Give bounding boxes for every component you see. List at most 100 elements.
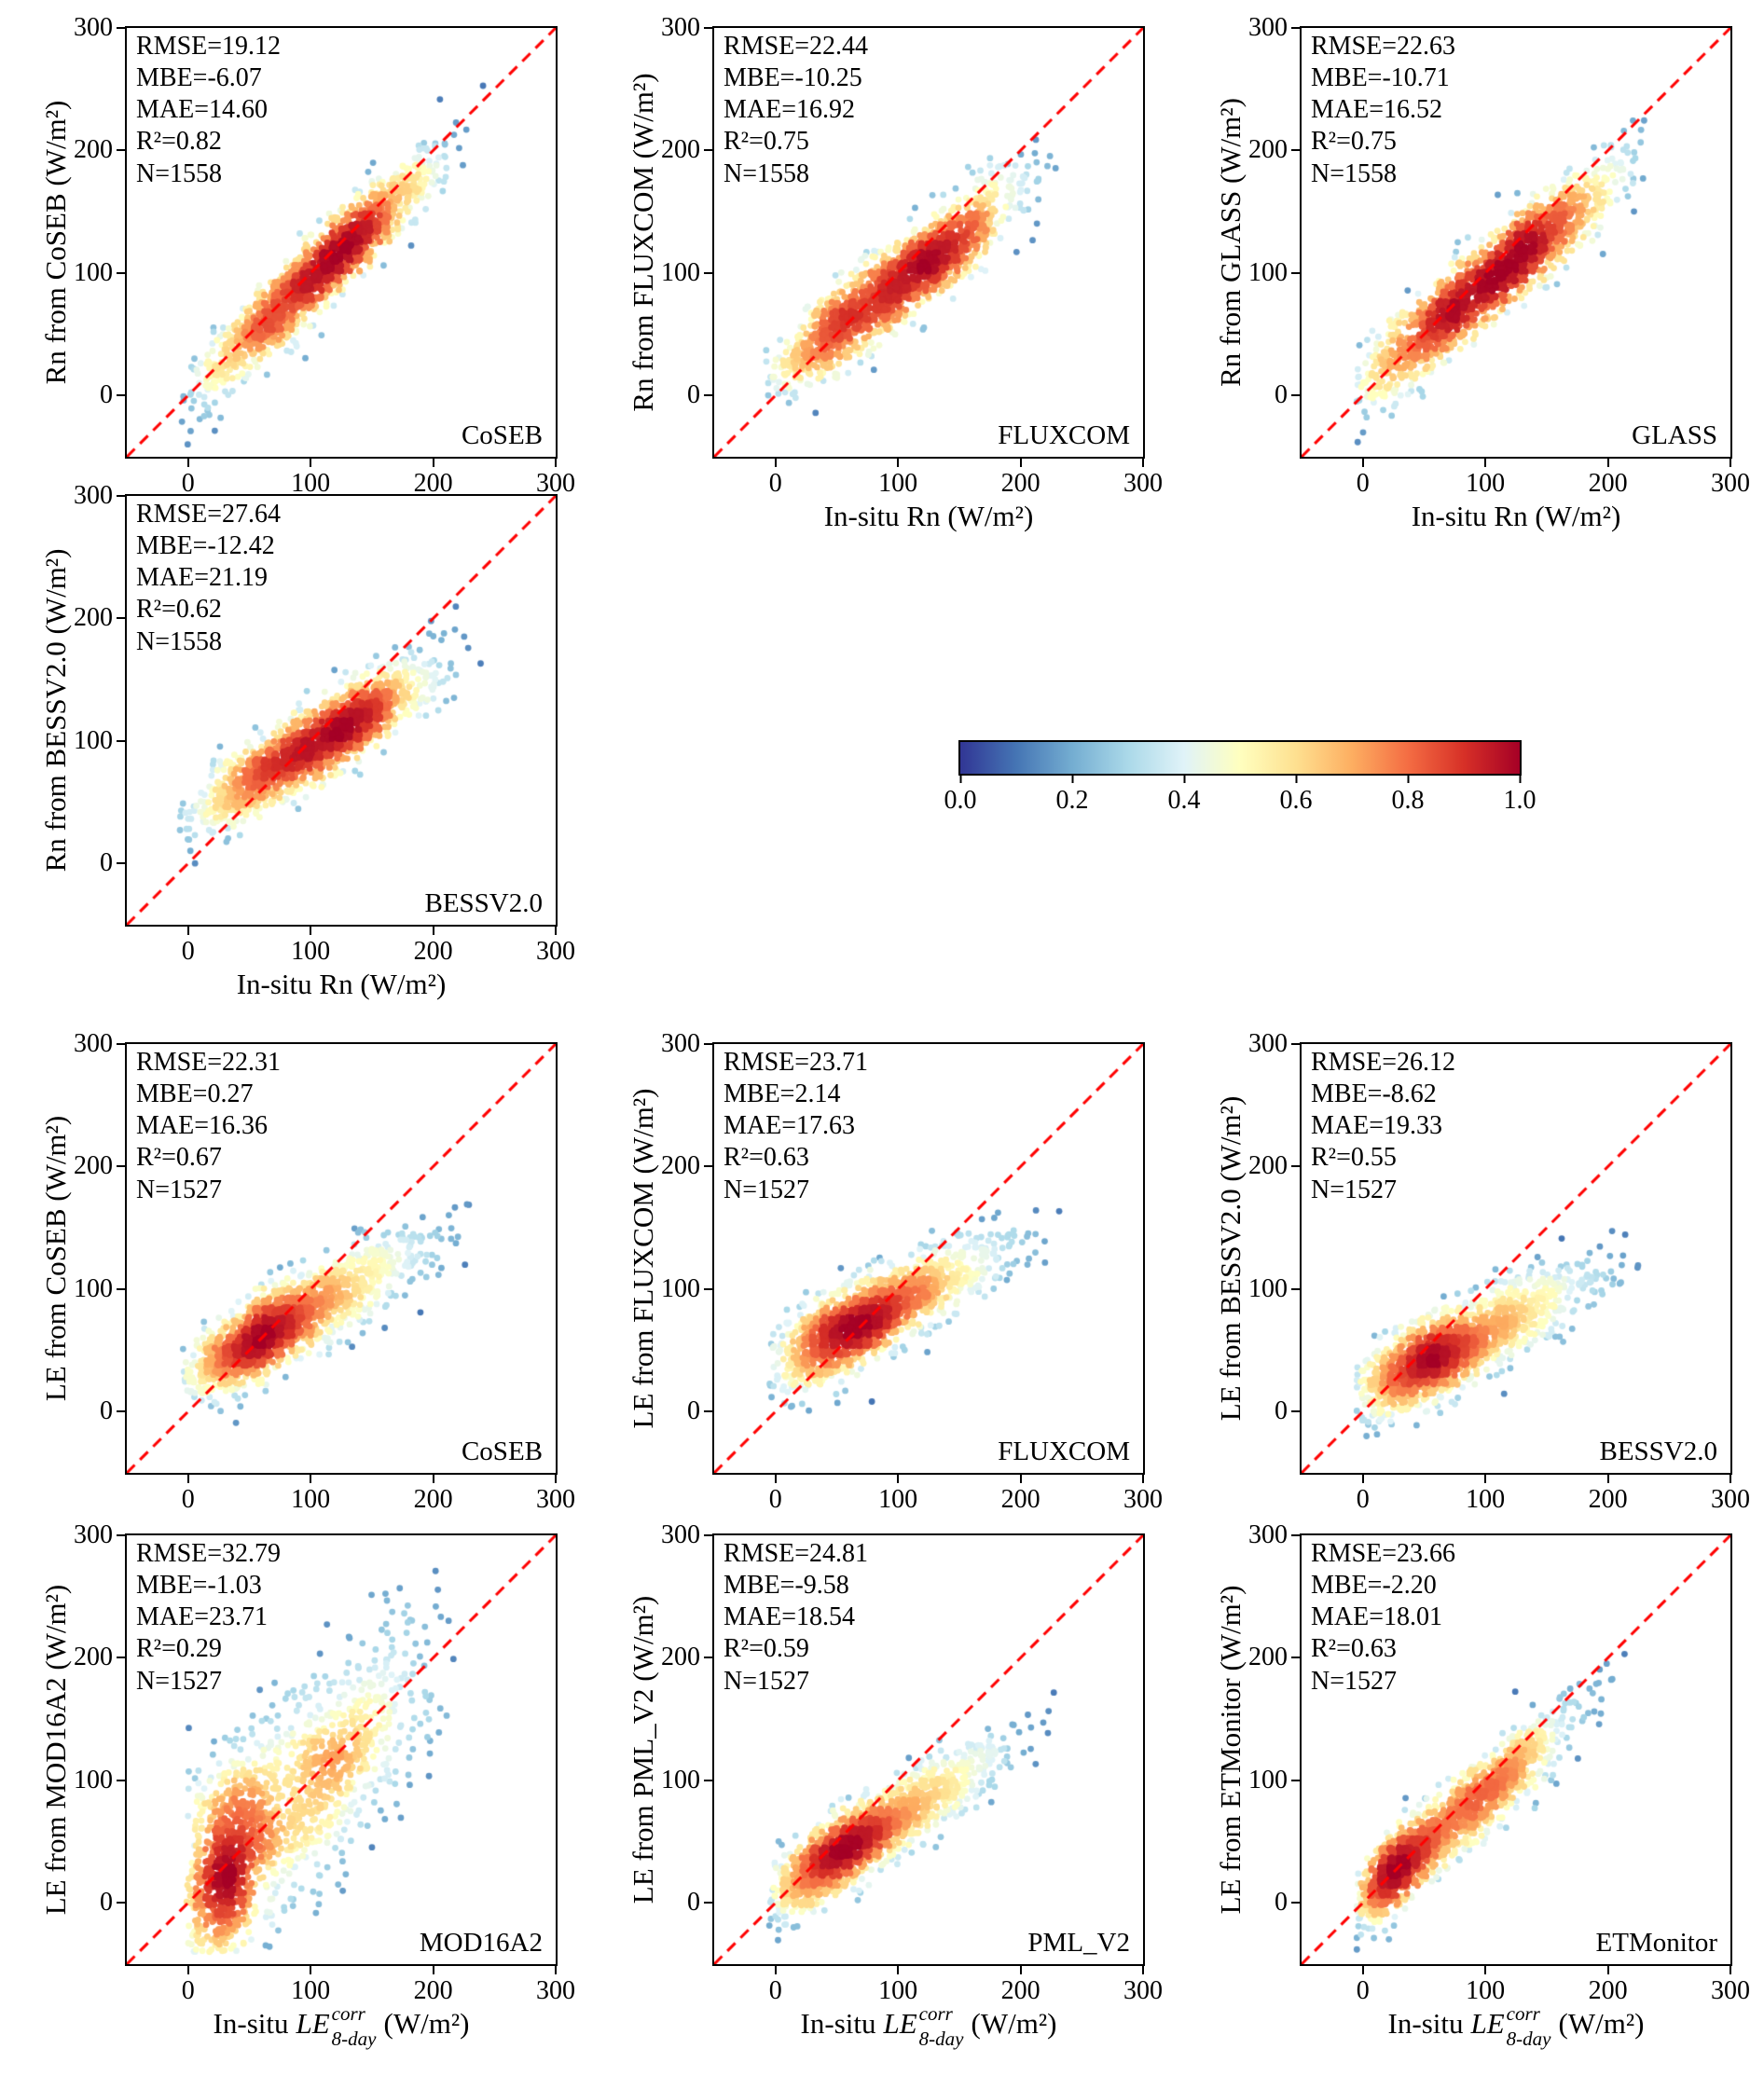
x-tick-label: 0	[1356, 1976, 1370, 2005]
x-tick-mark	[1606, 1475, 1609, 1483]
x-tick-label: 200	[1588, 1485, 1628, 1514]
x-tick-mark	[1606, 459, 1609, 467]
x-tick-mark	[555, 927, 557, 935]
scatter-canvas	[1302, 1535, 1730, 1964]
scatter-plot-le-coseb: LE from CoSEB (W/m²) RMSE=22.31 MBE=0.27 M…	[39, 1029, 575, 1514]
y-tick-mark	[1291, 1657, 1300, 1659]
x-tick-mark	[1606, 1966, 1609, 1974]
y-axis-label: LE from PML_V2 (W/m²)	[627, 1595, 659, 1904]
xlabel-superscript: corr	[331, 2002, 365, 2025]
scatter-plot-rn-bessv2: Rn from BESSV2.0 (W/m²) RMSE=27.64 MBE=-1…	[39, 481, 575, 1000]
x-tick-label: 0	[768, 469, 782, 498]
x-tick-label: 100	[1466, 1485, 1506, 1514]
y-tick-label: 0	[687, 1888, 700, 1918]
x-tick-label: 300	[536, 1485, 575, 1514]
x-tick-mark	[1730, 459, 1731, 467]
x-tick-mark	[774, 1475, 777, 1483]
x-tick-mark	[186, 1966, 189, 1974]
xlabel-subscript: 8-day	[331, 2028, 377, 2050]
stats-annotation: RMSE=22.44 MBE=-10.25 MAE=16.92 R²=0.75 N=15…	[724, 32, 869, 188]
dataset-label: ETMonitor	[1595, 1928, 1718, 1958]
y-tick-label: 200	[74, 135, 113, 165]
tick-mark	[1295, 776, 1297, 783]
y-tick-mark	[704, 1657, 712, 1659]
y-tick-mark	[117, 495, 125, 497]
xlabel-units: (W/m²)	[383, 2007, 470, 2040]
scatter-canvas	[127, 496, 556, 925]
dataset-label: MOD16A2	[419, 1928, 543, 1958]
x-tick-mark	[432, 1966, 434, 1974]
y-tick-label: 200	[74, 1151, 113, 1181]
x-tick-label: 0	[1356, 469, 1370, 498]
x-tick-mark	[1730, 1475, 1731, 1483]
dataset-label: CoSEB	[461, 1437, 543, 1466]
y-tick-mark	[117, 739, 125, 742]
dataset-label: BESSV2.0	[424, 888, 543, 918]
colorbar-gradient: 0.0 0.2 0.4 0.6 0.8 1.0	[944, 740, 1537, 815]
scatter-plot-rn-coseb: Rn from CoSEB (W/m²) RMSE=19.12 MBE=-6.07…	[39, 13, 575, 498]
y-tick-label: 100	[74, 257, 113, 287]
plot-cell-le-pml-v2: LE from PML_V2 (W/m²) RMSE=24.81 MBE=-9.5…	[587, 1510, 1175, 2069]
y-tick-mark	[1291, 1287, 1300, 1290]
scatter-canvas	[714, 28, 1143, 457]
colorbar: 0.0 0.2 0.4 0.6 0.8 1.0	[944, 740, 1537, 815]
dataset-label: PML_V2	[1027, 1928, 1130, 1958]
x-tick-label: 100	[1466, 1976, 1506, 2005]
x-tick-mark	[310, 459, 312, 467]
y-tick-mark	[704, 1410, 712, 1413]
x-tick-label: 300	[536, 937, 575, 966]
y-tick-label: 300	[1248, 13, 1288, 42]
y-tick-label: 300	[1248, 1029, 1288, 1058]
stats-annotation: RMSE=26.12 MBE=-8.62 MAE=19.33 R²=0.55 N=152…	[1311, 1048, 1456, 1204]
y-tick-mark	[704, 1534, 712, 1536]
dataset-label: BESSV2.0	[1599, 1437, 1717, 1466]
y-tick-mark	[1291, 27, 1300, 29]
y-tick-label: 200	[74, 603, 113, 633]
y-tick-label: 0	[1275, 380, 1288, 410]
y-axis-label: LE from BESSV2.0 (W/m²)	[1214, 1095, 1247, 1422]
colorbar-tick: 0.0	[944, 776, 977, 816]
x-tick-mark	[1142, 1475, 1144, 1483]
x-tick-label: 300	[536, 1976, 575, 2005]
scatter-plot-le-bessv2: LE from BESSV2.0 (W/m²) RMSE=26.12 MBE=-8…	[1214, 1029, 1750, 1514]
y-tick-mark	[704, 1779, 712, 1781]
xlabel-subscript: 8-day	[1506, 2028, 1551, 2050]
y-tick-label: 100	[661, 1273, 700, 1303]
x-tick-label: 100	[878, 1485, 918, 1514]
y-tick-mark	[1291, 1410, 1300, 1413]
y-tick-mark	[1291, 1779, 1300, 1781]
x-tick-label: 0	[768, 1485, 782, 1514]
plot-cell-rn-glass: Rn from GLASS (W/m²) RMSE=22.63 MBE=-10.7…	[1175, 13, 1762, 532]
y-tick-label: 300	[74, 1520, 113, 1549]
colorbar-tick: 1.0	[1504, 776, 1537, 816]
x-tick-label: 0	[768, 1976, 782, 2005]
x-tick-mark	[186, 1475, 189, 1483]
xlabel-superscript: corr	[918, 2002, 953, 2025]
x-axis-label: In-situ Rn (W/m²)	[236, 968, 447, 1000]
y-tick-label: 100	[661, 1765, 700, 1794]
x-tick-label: 200	[1588, 1976, 1628, 2005]
colorbar-tick-label: 0.0	[944, 786, 977, 815]
plot-cell-le-coseb: LE from CoSEB (W/m²) RMSE=22.31 MBE=0.27 M…	[0, 1029, 587, 1514]
x-tick-label: 100	[878, 469, 918, 498]
plot-cell-rn-bessv2: Rn from BESSV2.0 (W/m²) RMSE=27.64 MBE=-1…	[0, 481, 587, 1022]
y-tick-mark	[704, 1043, 712, 1045]
y-tick-mark	[117, 271, 125, 274]
colorbar-cell: 0.0 0.2 0.4 0.6 0.8 1.0	[587, 494, 1762, 1022]
x-tick-mark	[432, 459, 434, 467]
plot-cell-le-fluxcom: LE from FLUXCOM (W/m²) RMSE=23.71 MBE=2.1…	[587, 1029, 1175, 1514]
y-tick-mark	[117, 862, 125, 865]
scatter-canvas	[127, 1535, 556, 1964]
colorbar-tick-label: 1.0	[1503, 786, 1537, 815]
tick-mark	[1183, 776, 1185, 783]
y-axis-label: Rn from FLUXCOM (W/m²)	[627, 73, 659, 412]
scatter-plot-le-etmonitor: LE from ETMonitor (W/m²) RMSE=23.66 MBE=-…	[1214, 1520, 1750, 2049]
xlabel-variable: LE	[1470, 2007, 1505, 2040]
y-tick-label: 200	[1248, 1643, 1288, 1672]
scatter-canvas	[127, 28, 556, 457]
tick-mark	[959, 776, 961, 783]
x-tick-mark	[897, 1966, 900, 1974]
scatter-plot-rn-glass: Rn from GLASS (W/m²) RMSE=22.63 MBE=-10.7…	[1214, 13, 1750, 532]
plot-cell-rn-coseb: Rn from CoSEB (W/m²) RMSE=19.12 MBE=-6.07…	[0, 13, 587, 498]
